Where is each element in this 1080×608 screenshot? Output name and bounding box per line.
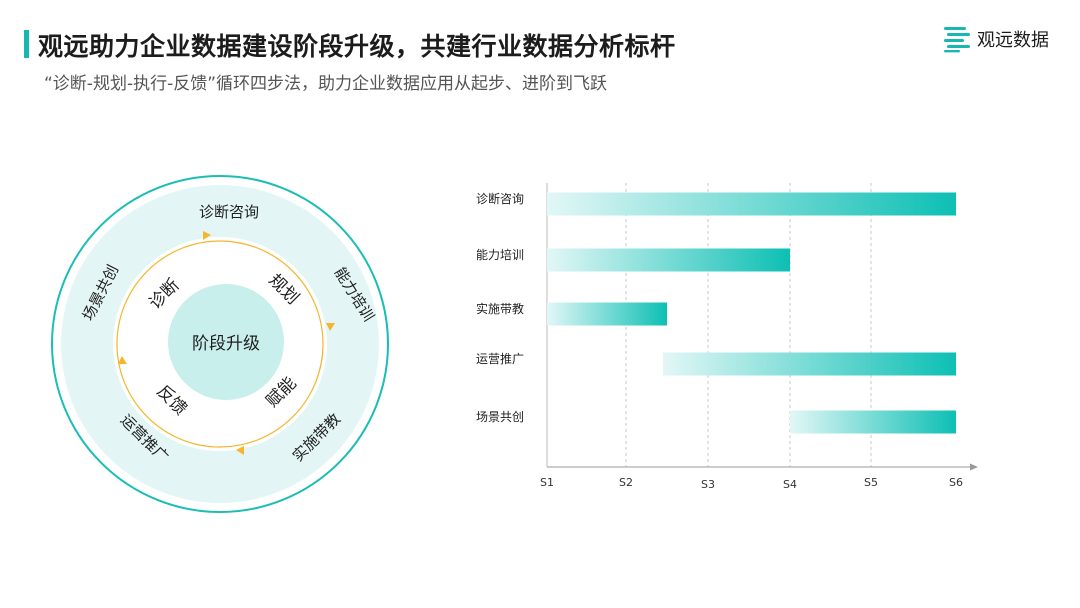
range-bar	[547, 192, 956, 216]
guanyuan-logo-icon	[944, 27, 970, 53]
outer-ring-border	[51, 175, 389, 513]
x-tick-label: S5	[864, 476, 878, 489]
category-label: 运营推广	[476, 352, 524, 366]
yellow-cycle-arc	[116, 240, 324, 448]
x-tick-label: S6	[949, 476, 963, 489]
x-tick-label: S1	[540, 476, 554, 489]
range-bar	[547, 302, 667, 326]
brand-logo: 观远数据	[943, 25, 1049, 53]
category-label: 诊断咨询	[476, 191, 524, 206]
category-label: 实施带教	[476, 301, 524, 316]
x-axis-arrow-icon	[970, 463, 978, 471]
brand-name: 观远数据	[977, 30, 1049, 51]
x-tick-label: S4	[783, 478, 797, 491]
cycle-diagram: 阶段升级 诊断 规划 赋能 反馈 诊断咨询 能力培训 实施带教 运营推广 场景共…	[51, 175, 389, 513]
page-subtitle: “诊断-规划-执行-反馈”循环四步法，助力企业数据应用从起步、进阶到飞跃	[44, 74, 608, 94]
range-bar	[790, 410, 956, 434]
cycle-arrow-top	[203, 231, 211, 240]
outer-service-diagnosis: 诊断咨询	[199, 203, 259, 221]
cycle-arrow-right	[326, 323, 335, 331]
cycle-arrow-bottom	[236, 446, 244, 455]
page-title: 观远助力企业数据建设阶段升级，共建行业数据分析标杆	[38, 32, 676, 61]
range-bar	[547, 248, 790, 272]
center-label: 阶段升级	[192, 334, 260, 354]
category-label: 能力培训	[476, 247, 524, 262]
center-circle	[168, 284, 284, 400]
title-accent-bar	[24, 30, 29, 58]
cycle-arrow-left	[118, 356, 127, 364]
range-bar	[662, 352, 956, 376]
x-tick-label: S3	[701, 478, 715, 491]
x-tick-label: S2	[619, 476, 633, 489]
category-label: 场景共创	[476, 410, 524, 424]
